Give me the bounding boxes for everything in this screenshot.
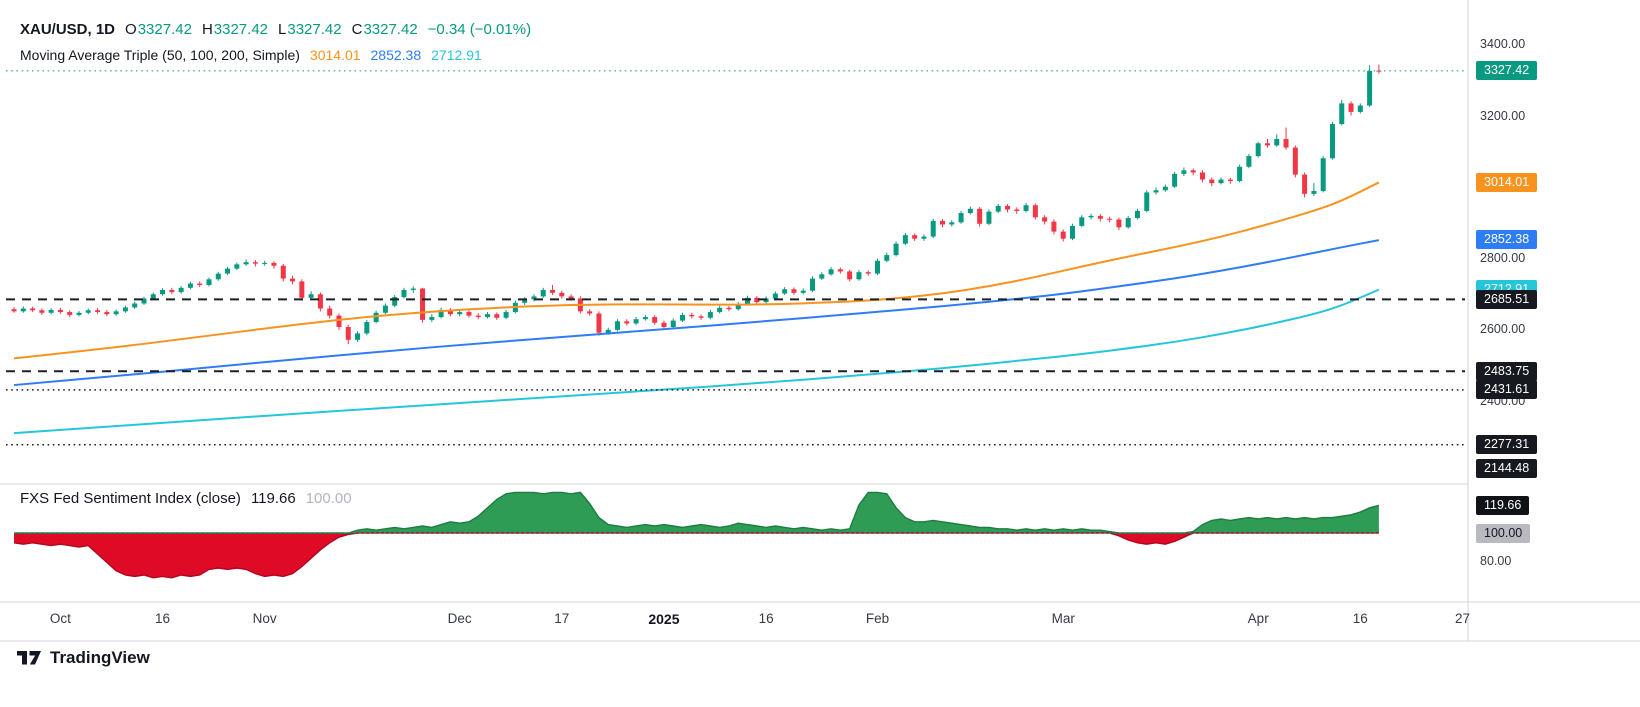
ma50-value: 3014.01 [309,47,361,63]
ohlc-open: O3327.42 [125,21,192,38]
time-tick-Nov: Nov [252,611,277,626]
price-badge-2852.38: 2852.38 [1476,230,1538,250]
scale-tick-80.00: 80.00 [1480,553,1512,568]
time-tick-Oct: Oct [49,611,71,626]
scale-tick-2800.00: 2800.00 [1480,251,1526,266]
sma-50-line[interactable] [13,181,1380,360]
ohlc-high: H3327.42 [201,21,269,38]
ma200-value: 2712.91 [431,47,482,63]
sentiment-area-positive[interactable] [14,492,1379,533]
sentiment-last-value: 119.66 [250,490,296,507]
time-tick-27: 27 [1454,611,1470,626]
tradingview-wordmark[interactable]: TradingView [50,648,150,667]
sentiment-area-negative[interactable] [14,533,1379,578]
sentiment-legend: FXS Fed Sentiment Index (close) 119.66 1… [20,490,352,507]
ma100-value: 2852.38 [370,47,422,63]
time-tick-Mar: Mar [1051,611,1075,626]
scale-tick-3200.00: 3200.00 [1480,108,1526,123]
price-badge-2431.61: 2431.61 [1476,380,1538,400]
price-badge-100.00: 100.00 [1476,523,1531,543]
sentiment-line-positive [14,491,1380,534]
price-badge-2685.51: 2685.51 [1476,289,1538,309]
price-badge-119.66: 119.66 [1476,495,1530,515]
time-tick-Dec: Dec [447,611,472,626]
candlestick-series[interactable] [11,64,1382,345]
price-badge-3014.01: 3014.01 [1476,172,1538,192]
price-change: −0.34 (−0.01%) [427,21,532,38]
price-badge-2483.75: 2483.75 [1476,361,1538,381]
time-tick-16: 16 [758,611,774,626]
price-badge-2144.48: 2144.48 [1476,458,1538,478]
chart-canvas[interactable] [0,0,1640,645]
ma-indicator-title[interactable]: Moving Average Triple (50, 100, 200, Sim… [20,47,300,63]
ma-legend: Moving Average Triple (50, 100, 200, Sim… [20,47,482,63]
scale-tick-3400.00: 3400.00 [1480,37,1526,52]
sma-100-line[interactable] [13,239,1380,387]
time-tick-16: 16 [1352,611,1368,626]
time-tick-2025: 2025 [648,611,680,627]
symbol-title[interactable]: XAU/USD, 1D [20,21,116,38]
ohlc-close: C3327.42 [351,21,418,38]
footer-bar: TradingView [16,646,150,670]
price-badge-3327.42: 3327.42 [1476,61,1538,81]
time-tick-Feb: Feb [865,611,890,626]
price-badge-2277.31: 2277.31 [1476,435,1538,455]
scale-tick-2600.00: 2600.00 [1480,322,1526,337]
time-scale[interactable]: Oct 16 Nov Dec 17 2025 16 Feb Mar Apr 16 27 [0,606,1640,636]
main-legend: XAU/USD, 1D O3327.42 H3327.42 L3327.42 C… [20,21,531,38]
ohlc-low: L3327.42 [278,21,342,38]
sma-200-line[interactable] [13,288,1380,435]
sentiment-line-negative [13,532,1379,579]
sentiment-indicator-title[interactable]: FXS Fed Sentiment Index (close) [20,490,241,507]
price-scale[interactable]: 3400.00 3327.42 3200.00 3014.01 2852.38 2800.… [1472,0,1632,602]
sentiment-baseline-value: 100.00 [305,490,352,507]
tradingview-logo-icon[interactable] [16,646,42,670]
time-tick-Apr: Apr [1247,611,1269,626]
time-tick-16: 16 [155,611,171,626]
time-tick-17: 17 [554,611,570,626]
